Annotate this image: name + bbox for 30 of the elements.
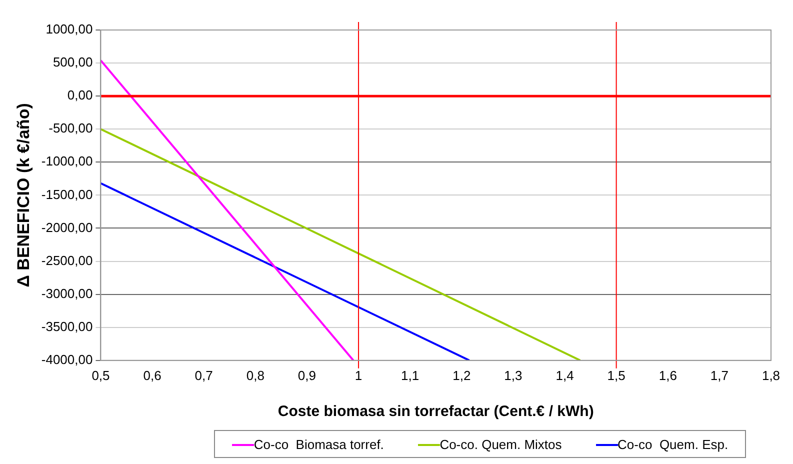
legend-label: Co-co. Quem. Mixtos	[440, 436, 562, 452]
legend-label: Co-co Biomasa torref.	[254, 436, 384, 452]
x-tick-label: 0,7	[194, 368, 213, 383]
y-tick-label: 0,00	[67, 88, 93, 103]
x-axis-title: Coste biomasa sin torrefactar (Cent.€ / kWh)	[278, 403, 594, 420]
x-tick-label: 0,5	[92, 368, 110, 383]
x-tick-label: 0,8	[246, 368, 264, 383]
y-tick-label: 1000,00	[46, 22, 93, 37]
legend-label: Co-co Quem. Esp.	[618, 436, 728, 452]
y-tick-label: 500,00	[52, 54, 93, 70]
x-tick-label: 0,9	[298, 368, 316, 383]
y-tick-label: -4000,00	[41, 352, 93, 367]
x-tick-label: 1,7	[710, 368, 728, 383]
x-tick-label: 1,6	[658, 368, 677, 383]
x-tick-label: 1,1	[401, 368, 420, 383]
y-tick-label: -500,00	[48, 120, 93, 136]
x-tick-label: 1,2	[452, 368, 471, 383]
y-tick-label: -2500,00	[41, 252, 93, 268]
x-tick-label: 1,3	[504, 368, 522, 383]
x-tick-label: 1	[354, 368, 362, 383]
y-tick-label: -3000,00	[41, 286, 93, 301]
x-tick-label: 0,6	[143, 368, 162, 383]
x-tick-label: 1,4	[556, 368, 574, 383]
y-tick-label: -1000,00	[41, 154, 93, 169]
y-axis-title: Δ BENEFICIO (k €/año)	[14, 103, 33, 288]
y-tick-label: -1500,00	[41, 186, 93, 202]
x-tick-label: 1,8	[762, 368, 780, 383]
y-tick-label: -2000,00	[41, 220, 93, 235]
x-tick-label: 1,5	[607, 368, 626, 383]
y-tick-label: -3500,00	[41, 318, 93, 334]
